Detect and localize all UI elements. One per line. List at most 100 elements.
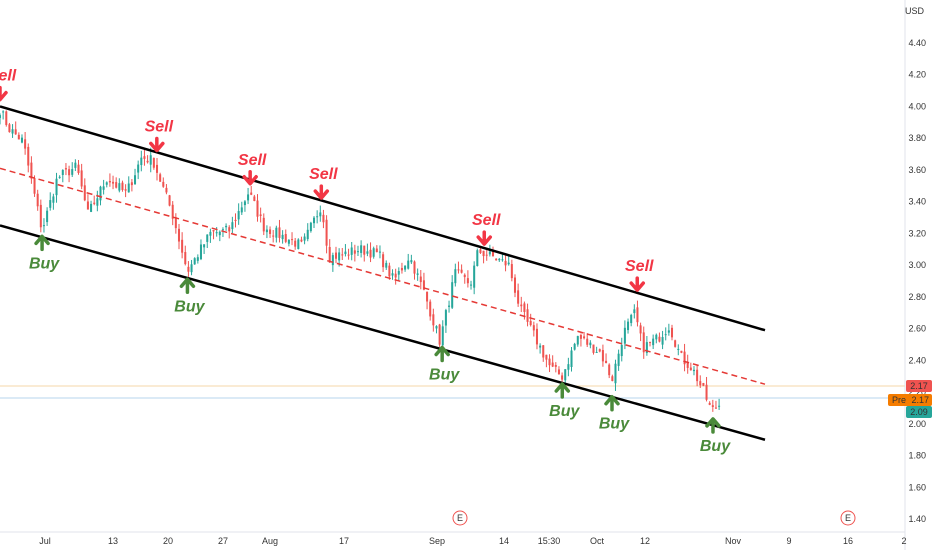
candle-body <box>378 251 381 253</box>
candle-body <box>344 251 347 255</box>
candle-body <box>140 157 143 166</box>
candle-body <box>677 348 680 350</box>
earnings-event-icon[interactable] <box>452 510 468 526</box>
y-axis-currency: USD <box>905 6 925 16</box>
candle-body <box>441 326 444 346</box>
current-price-tag <box>906 406 932 418</box>
candle-body <box>470 284 473 286</box>
candle-body <box>510 264 513 279</box>
y-tick-label: 3.80 <box>908 133 926 143</box>
candle-body <box>642 332 645 353</box>
y-tick-label: 2.40 <box>908 355 926 365</box>
channel-mid-line[interactable] <box>0 167 766 385</box>
candle-body <box>557 369 560 375</box>
candle-body <box>488 251 491 255</box>
candle-body <box>561 375 564 380</box>
candle-body <box>347 254 350 256</box>
candle-body <box>388 265 391 277</box>
candle-body <box>617 353 620 366</box>
candle-body <box>319 212 322 217</box>
candle-body <box>212 230 215 232</box>
channel-upper-line[interactable] <box>0 105 766 332</box>
candle-body <box>300 239 303 242</box>
y-tick-label: 4.20 <box>908 70 926 80</box>
candle-body <box>655 334 658 340</box>
candle-body <box>696 369 699 382</box>
candle-body <box>294 240 297 247</box>
candle-body <box>573 343 576 350</box>
x-tick-label: Nov <box>725 536 742 546</box>
sell-arrow-icon <box>0 90 8 102</box>
candles-layer <box>0 110 721 412</box>
buy-arrow-icon <box>434 345 450 357</box>
candle-body <box>356 251 359 253</box>
candle-body <box>187 266 190 272</box>
candle-body <box>683 351 686 365</box>
candle-body <box>674 340 677 347</box>
y-tick-label: 3.00 <box>908 260 926 270</box>
candle-body <box>413 261 416 274</box>
x-tick-label: Jul <box>39 536 51 546</box>
candle-body <box>272 235 275 237</box>
candle-body <box>14 129 17 135</box>
candle-body <box>124 189 127 191</box>
candle-body <box>692 369 695 372</box>
x-tick-label: 14 <box>499 536 509 546</box>
candle-body <box>689 367 692 371</box>
candle-body <box>228 227 231 232</box>
candle-body <box>209 231 212 236</box>
candle-body <box>90 203 93 212</box>
candle-body <box>0 115 2 118</box>
candle-body <box>589 342 592 346</box>
candle-body <box>513 277 517 293</box>
candle-body <box>579 335 582 339</box>
candle-body <box>410 260 413 263</box>
candle-body <box>115 182 118 188</box>
candle-body <box>570 350 573 368</box>
candle-body <box>498 258 501 261</box>
candle-body <box>24 139 27 149</box>
candle-body <box>269 229 272 234</box>
candle-body <box>184 252 187 265</box>
candle-body <box>350 247 353 255</box>
sell-arrow-icon <box>476 235 492 246</box>
candle-body <box>595 351 598 353</box>
buy-signal-label: Buy <box>700 438 731 455</box>
x-tick-label: Sep <box>429 536 445 546</box>
y-tick-label: 2.60 <box>908 324 926 334</box>
candle-body <box>495 258 498 261</box>
candle-body <box>680 350 683 353</box>
candle-body <box>181 239 184 253</box>
earnings-event-icon[interactable] <box>840 510 856 526</box>
candle-body <box>30 162 33 179</box>
candle-body <box>49 200 52 208</box>
candle-body <box>539 345 542 348</box>
candle-body <box>400 267 403 271</box>
candle-body <box>714 407 717 409</box>
candle-body <box>193 258 196 265</box>
candle-body <box>177 228 181 242</box>
y-tick-label: 2.00 <box>908 419 926 429</box>
candle-body <box>39 204 42 228</box>
candle-body <box>507 262 510 265</box>
candle-body <box>112 181 115 184</box>
candle-body <box>159 174 162 182</box>
candle-body <box>46 210 49 223</box>
y-axis[interactable]: USD 4.40 4.20 4.00 3.80 3.60 3.40 3.20 3.00 2.80 2… <box>905 6 926 524</box>
x-tick-label: 13 <box>108 536 118 546</box>
candle-body <box>174 217 177 229</box>
candle-body <box>334 252 338 259</box>
channel-lower-line[interactable] <box>0 224 766 441</box>
candle-body <box>476 250 479 266</box>
y-tick-label: 1.80 <box>908 451 926 461</box>
x-axis[interactable]: Jul 13 20 27 Aug 17 Sep 14 15:30 Oct 12 Nov 9 16 2 <box>39 536 906 546</box>
channel-layer <box>0 105 766 441</box>
candle-body <box>485 254 488 256</box>
sell-signal-label: Sell <box>0 68 17 85</box>
candle-body <box>68 169 71 176</box>
candle-body <box>532 325 535 331</box>
candle-body <box>146 160 149 163</box>
candle-body <box>5 111 8 125</box>
